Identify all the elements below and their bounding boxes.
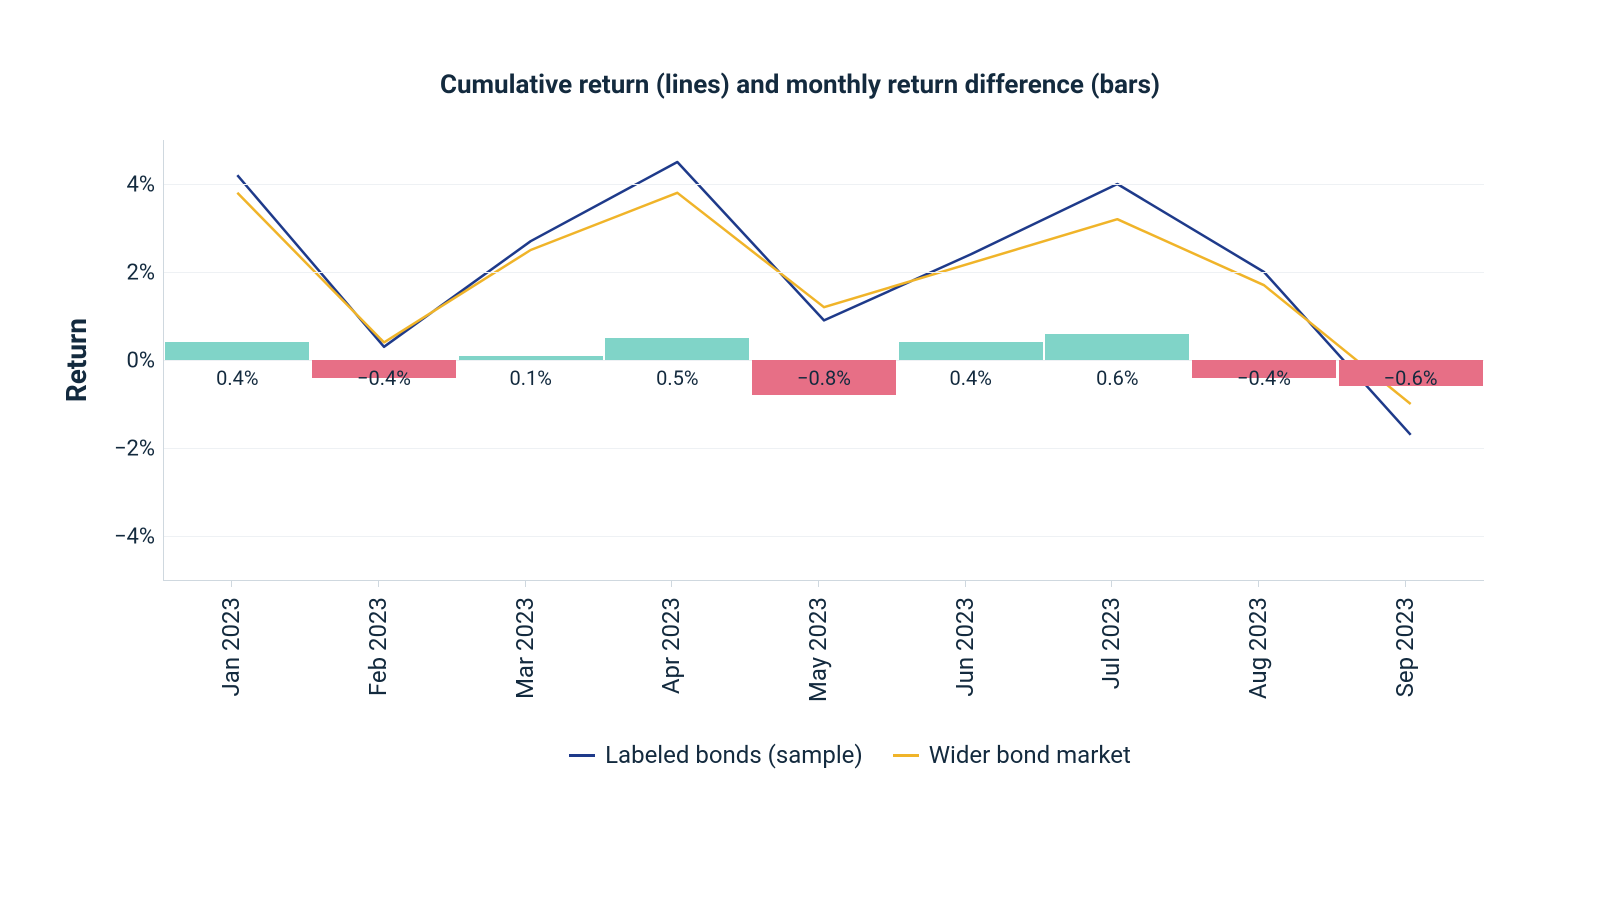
x-tick-label: Apr 2023: [657, 597, 685, 694]
y-tick-label: −2%: [114, 436, 163, 461]
bar-label: −0.4%: [1224, 366, 1304, 390]
x-tick-label: Aug 2023: [1244, 597, 1272, 699]
y-tick-label: 2%: [127, 260, 163, 285]
x-tick-mark: [965, 581, 966, 587]
legend: Labeled bonds (sample) Wider bond market: [569, 741, 1131, 769]
x-tick-mark: [818, 581, 819, 587]
x-tick-mark: [1258, 581, 1259, 587]
x-tick-label: May 2023: [804, 597, 832, 702]
y-tick-label: −4%: [114, 524, 163, 549]
bar-label: 0.6%: [1077, 366, 1157, 390]
x-tick-label: Sep 2023: [1391, 597, 1419, 697]
bar-label: −0.6%: [1371, 366, 1451, 390]
x-tick-mark: [378, 581, 379, 587]
gridline: [164, 448, 1484, 449]
bar-label: 0.1%: [491, 366, 571, 390]
diff-bar: [605, 338, 749, 360]
x-tick-label: Jun 2023: [951, 597, 979, 697]
bar-label: 0.5%: [637, 366, 717, 390]
diff-bar: [165, 342, 309, 360]
x-tick-label: Mar 2023: [511, 597, 539, 699]
diff-bar: [1045, 334, 1189, 360]
gridline: [164, 184, 1484, 185]
x-tick-label: Feb 2023: [364, 597, 392, 696]
bar-label: 0.4%: [197, 366, 277, 390]
x-tick-mark: [231, 581, 232, 587]
x-tick-label: Jul 2023: [1097, 597, 1125, 689]
x-tick-mark: [1405, 581, 1406, 587]
x-tick-label: Jan 2023: [217, 597, 245, 696]
plot-area: 0.4% −0.4% 0.1% 0.5% −0.8% 0.4% 0.6% −0.4% −0.6%: [163, 140, 1484, 581]
chart-page: Cumulative return (lines) and monthly re…: [0, 0, 1600, 900]
x-axis-ticks: Jan 2023 Feb 2023 Mar 2023 Apr 2023 May 2023…: [158, 581, 1478, 731]
bar-label: −0.4%: [344, 366, 424, 390]
diff-bar: [459, 356, 603, 360]
x-tick-mark: [671, 581, 672, 587]
legend-item: Wider bond market: [893, 741, 1131, 769]
y-tick-label: 4%: [127, 172, 163, 197]
chart-title: Cumulative return (lines) and monthly re…: [440, 70, 1160, 100]
y-axis-ticks: −4% −2% 0% 2% 4%: [103, 141, 163, 581]
legend-swatch: [569, 754, 595, 757]
chart-body: Return −4% −2% 0% 2% 4% 0.4% −0.4% 0.1% 0.5% −0.…: [60, 140, 1540, 581]
legend-swatch: [893, 754, 919, 757]
gridline: [164, 272, 1484, 273]
x-tick-mark: [525, 581, 526, 587]
legend-label: Labeled bonds (sample): [605, 741, 863, 769]
bar-label: 0.4%: [931, 366, 1011, 390]
y-tick-label: 0%: [127, 348, 163, 373]
bar-label: −0.8%: [784, 366, 864, 390]
legend-label: Wider bond market: [929, 741, 1131, 769]
gridline: [164, 536, 1484, 537]
diff-bar: [899, 342, 1043, 360]
x-tick-mark: [1111, 581, 1112, 587]
legend-item: Labeled bonds (sample): [569, 741, 863, 769]
y-axis-label: Return: [60, 318, 93, 402]
